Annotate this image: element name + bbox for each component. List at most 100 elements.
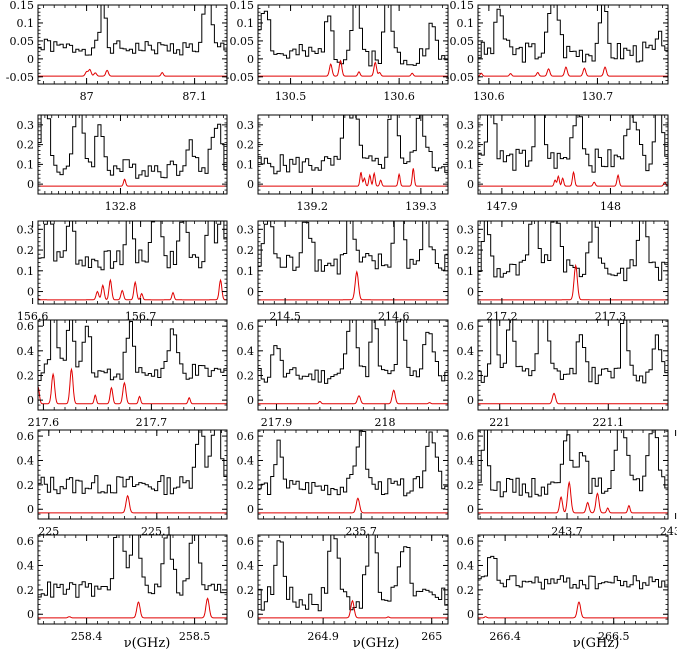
model-spectrum-line (38, 367, 227, 405)
y-tick-label: 0.6 (237, 535, 255, 548)
y-tick-label: 0.2 (457, 369, 475, 382)
observed-spectrum-line (478, 555, 668, 590)
y-tick-label: 0.2 (237, 244, 255, 257)
panel-4: 0 0.1 0.2 0.3 132.8 (17, 114, 228, 213)
y-tick-label: 0 (467, 503, 474, 516)
y-tick-label: 0 (27, 286, 34, 299)
y-tick-label: 0.15 (10, 0, 35, 12)
panel-2: -0.05 0 0.05 0.1 0.15 130.5 130.6 (226, 0, 449, 103)
y-tick-label: 0.1 (237, 158, 255, 171)
observed-spectrum-line (258, 5, 448, 67)
y-tick-label: 0.1 (17, 265, 35, 278)
x-tick-label: 266.4 (489, 630, 521, 643)
panel-8: 0 0.1 0.2 0.3 214.5 214.6 (237, 220, 449, 323)
observed-spectrum-line (38, 115, 227, 179)
x-tick-label: 235.7 (345, 525, 377, 538)
panel-6: 0 0.1 0.2 0.3 147.9 148 (457, 114, 669, 213)
y-tick-label: 0 (27, 178, 34, 191)
y-tick-label: 0.1 (457, 17, 475, 30)
x-tick-label: 221.1 (593, 416, 625, 429)
y-tick-label: 0.6 (457, 320, 475, 333)
y-tick-label: 0.3 (237, 223, 255, 236)
y-tick-label: 0.4 (457, 345, 475, 358)
panel-11: 0 0.2 0.4 0.6 217.9 218 (237, 319, 449, 429)
panel-frame (257, 114, 449, 195)
observed-spectrum-line (478, 115, 668, 173)
panel-12: 0 0.2 0.4 0.6 221 221.1 (457, 319, 669, 429)
x-tick-label: 218 (375, 416, 396, 429)
y-tick-label: 0 (467, 394, 474, 407)
panel-17: 0 0.2 0.4 0.6 264.9 265 (237, 534, 449, 643)
y-tick-label: 0 (27, 608, 34, 621)
model-spectrum-line (478, 480, 668, 514)
x-tick-label: 264.9 (307, 630, 339, 643)
y-tick-label: 0 (247, 286, 254, 299)
x-tick-label: 217.6 (28, 416, 60, 429)
y-tick-label: 0 (27, 53, 34, 66)
y-tick-label: 0.05 (230, 35, 255, 48)
xlabel-col3: ν(GHz) (573, 636, 620, 650)
y-tick-label: 0.1 (457, 265, 475, 278)
y-tick-label: 0.15 (450, 0, 475, 12)
y-tick-label: 0.2 (17, 479, 35, 492)
y-tick-label: 0.6 (237, 430, 255, 443)
y-tick-label: 0.6 (17, 320, 35, 333)
x-tick-label: 132.8 (105, 200, 137, 213)
model-spectrum-line (478, 66, 668, 77)
y-tick-label: 0 (27, 503, 34, 516)
model-spectrum-line (478, 263, 668, 301)
observed-spectrum-line (258, 535, 448, 612)
y-tick-label: 0.2 (17, 244, 35, 257)
model-spectrum-line (258, 168, 448, 187)
y-tick-label: 0 (247, 394, 254, 407)
y-tick-label: 0.1 (237, 17, 255, 30)
observed-spectrum-line (38, 535, 227, 598)
y-tick-label: 0 (247, 608, 254, 621)
panel-frame (257, 534, 449, 625)
y-tick-label: 0.2 (457, 139, 475, 152)
observed-spectrum-line (38, 5, 227, 56)
panel-1: -0.05 0 0.05 0.1 0.15 87 87.1 (6, 0, 228, 103)
y-tick-label: 0.1 (17, 17, 35, 30)
y-tick-label: 0.2 (457, 244, 475, 257)
y-tick-label: 0 (247, 503, 254, 516)
panel-frame (257, 319, 449, 411)
y-tick-label: 0.6 (17, 430, 35, 443)
y-tick-label: 0.2 (17, 584, 35, 597)
y-tick-label: 0 (467, 286, 474, 299)
y-tick-label: 0.1 (17, 158, 35, 171)
panel-frame (37, 429, 228, 520)
y-tick-label: 0 (467, 178, 474, 191)
y-tick-label: 0.3 (17, 223, 35, 236)
model-spectrum-line (258, 389, 448, 405)
x-tick-label: 139.3 (405, 200, 437, 213)
model-spectrum-line (38, 494, 227, 514)
y-tick-label: 0.4 (237, 345, 255, 358)
x-tick-label: 243.7 (551, 525, 583, 538)
model-spectrum-line (38, 178, 227, 187)
model-spectrum-line (258, 270, 448, 301)
model-spectrum-line (38, 68, 227, 77)
y-tick-label: 0.4 (457, 454, 475, 467)
model-spectrum-line (258, 599, 448, 619)
y-tick-label: 0.3 (17, 119, 35, 132)
x-tick-label: 130.5 (275, 90, 307, 103)
observed-spectrum-line (478, 320, 668, 385)
panel-frame (257, 429, 449, 520)
model-spectrum-line (478, 392, 668, 405)
observed-spectrum-line (478, 221, 668, 282)
x-tick-label: 225 (38, 525, 59, 538)
panel-5: 0 0.1 0.2 0.3 139.2 139.3 (237, 114, 449, 213)
model-spectrum-line (478, 601, 668, 619)
panel-frame (37, 534, 228, 625)
y-tick-label: 0.4 (237, 559, 255, 572)
y-tick-label: 0.6 (457, 430, 475, 443)
model-spectrum-line (478, 170, 668, 187)
xlabel-col1: ν(GHz) (124, 636, 171, 650)
observed-spectrum-line (38, 320, 227, 381)
panel-13: 0 0.2 0.4 0.6 225 225.1 (17, 429, 228, 538)
y-tick-label: 0 (27, 394, 34, 407)
observed-spectrum-line (38, 221, 227, 271)
